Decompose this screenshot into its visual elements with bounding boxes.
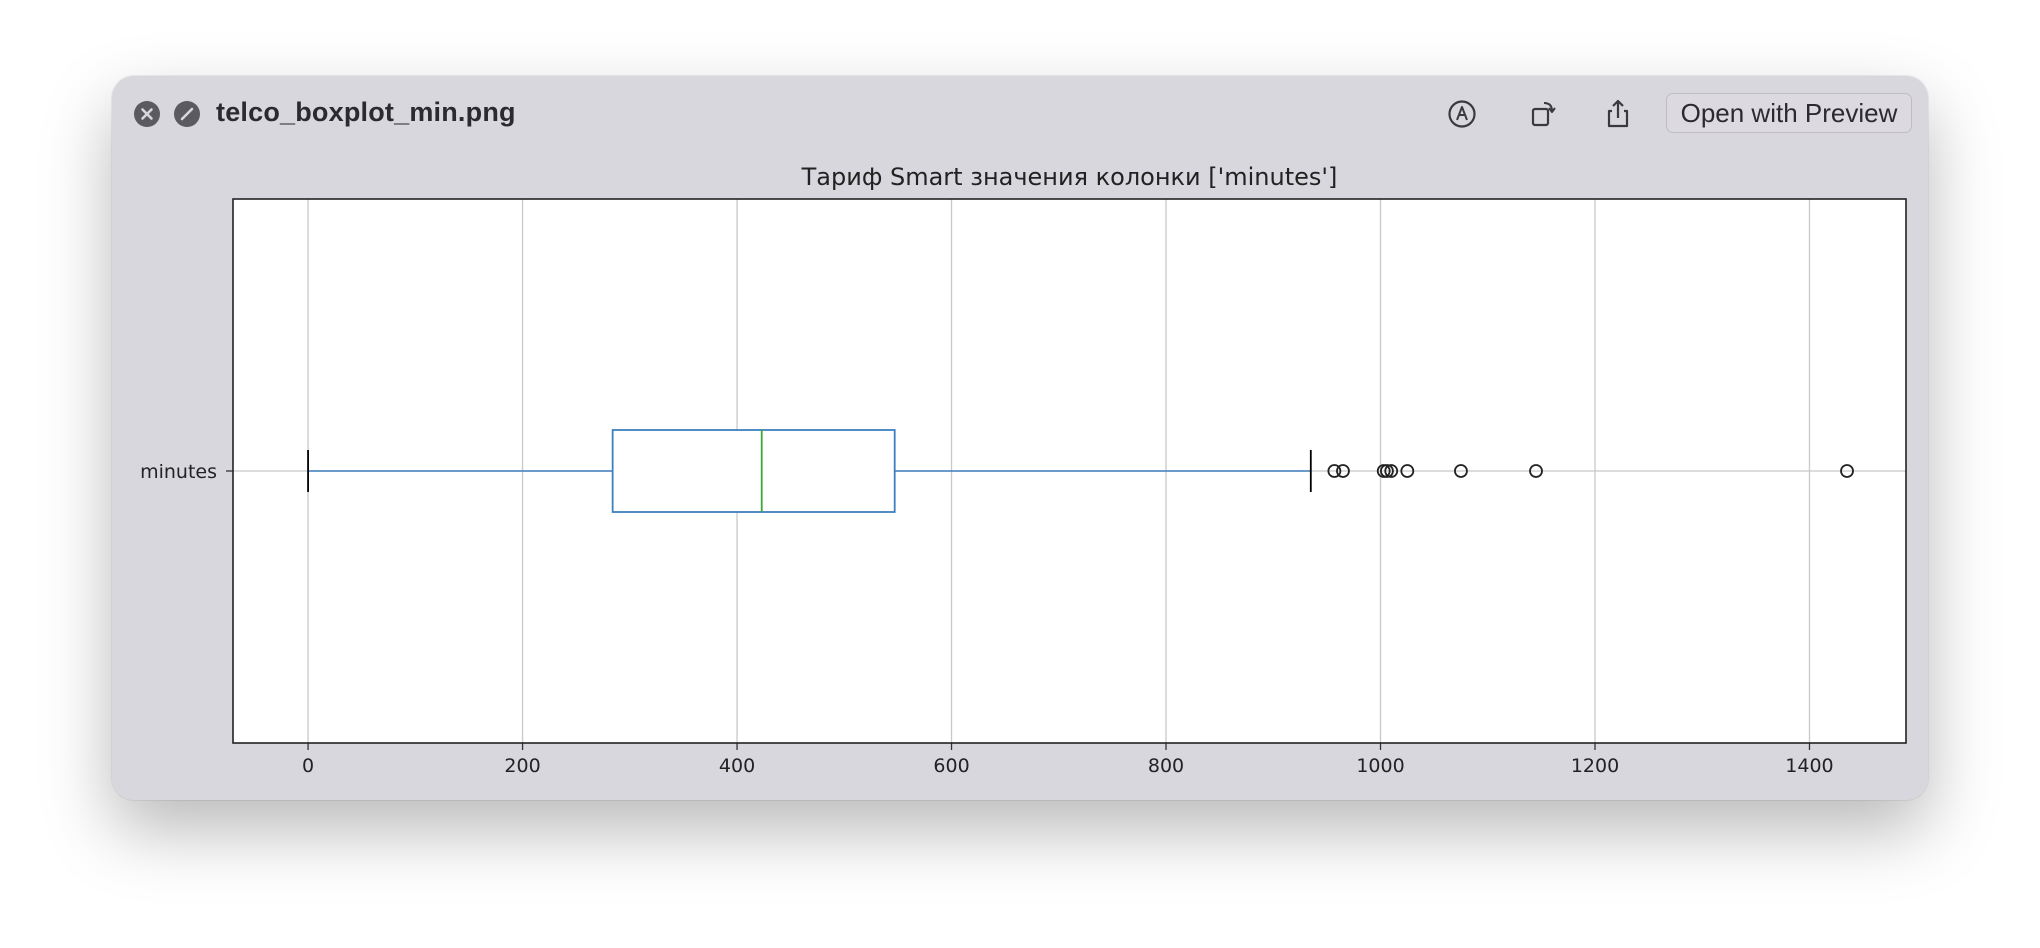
outlier-point [1327,464,1342,478]
markup-icon[interactable] [1442,94,1482,134]
x-tick-label: 400 [719,755,755,777]
outlier-point [1454,464,1468,478]
y-tick-label: minutes [140,461,217,483]
boxplot-chart: 0 200 400 600 800 1000 1200 1400 minutes Тариф Sm… [140,163,1907,777]
image-preview: 0 200 400 600 800 1000 1200 1400 minutes Тариф Sm… [112,152,1928,800]
open-with-preview-button[interactable]: Open with Preview [1666,93,1912,133]
x-tick-label: 0 [302,755,314,777]
chart-title: Тариф Smart значения колонки ['minutes'] [801,163,1338,191]
x-tick-label: 600 [933,755,969,777]
iqr-box [611,429,896,513]
outlier-point [1840,464,1854,478]
share-icon[interactable] [1598,94,1638,134]
outlier-point [1384,464,1399,478]
x-tick-label: 1400 [1785,755,1833,777]
outlier-point [1380,464,1394,478]
x-tick-label: 1000 [1356,755,1404,777]
x-tick-label: 1200 [1571,755,1619,777]
close-icon[interactable] [134,101,160,127]
x-tick-label: 800 [1148,755,1184,777]
window-title: telco_boxplot_min.png [216,97,516,127]
x-tick-label: 200 [504,755,540,777]
outlier-point [1336,464,1350,478]
quicklook-window: telco_boxplot_min.png Open with Preview [112,76,1928,800]
fullscreen-icon[interactable] [174,101,200,127]
plot-frame [232,198,1907,744]
title-bar: telco_boxplot_min.png Open with Preview [112,76,1928,152]
outlier-point [1529,464,1543,478]
outlier-point [1400,464,1415,478]
rotate-icon[interactable] [1522,94,1562,134]
